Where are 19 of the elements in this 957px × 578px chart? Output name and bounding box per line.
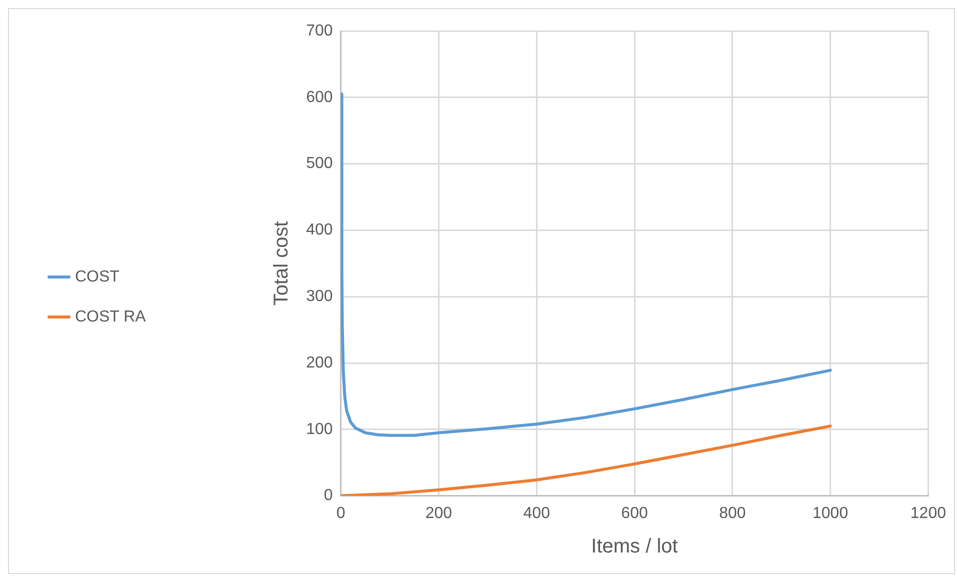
y-tick-label: 500 <box>306 155 333 172</box>
y-tick-label: 300 <box>306 288 333 306</box>
x-axis-title: Items / lot <box>591 536 678 558</box>
y-tick-label: 600 <box>306 88 333 106</box>
x-tick-label: 200 <box>425 504 452 522</box>
y-tick-label: 100 <box>306 420 333 438</box>
x-tick-label: 600 <box>621 504 648 522</box>
x-tick-label: 1000 <box>812 504 848 522</box>
legend-label: COST <box>75 268 120 286</box>
x-tick-label: 800 <box>719 504 746 522</box>
legend-label: COST RA <box>75 308 146 326</box>
y-tick-label: 200 <box>306 354 333 372</box>
y-tick-label: 0 <box>324 487 333 504</box>
y-tick-label: 400 <box>306 222 333 239</box>
x-tick-label: 400 <box>523 504 550 522</box>
y-axis-title: Total cost <box>270 220 293 306</box>
x-tick-label: 1200 <box>910 504 946 522</box>
x-tick-label: 0 <box>336 504 346 522</box>
y-tick-label: 700 <box>306 22 333 40</box>
